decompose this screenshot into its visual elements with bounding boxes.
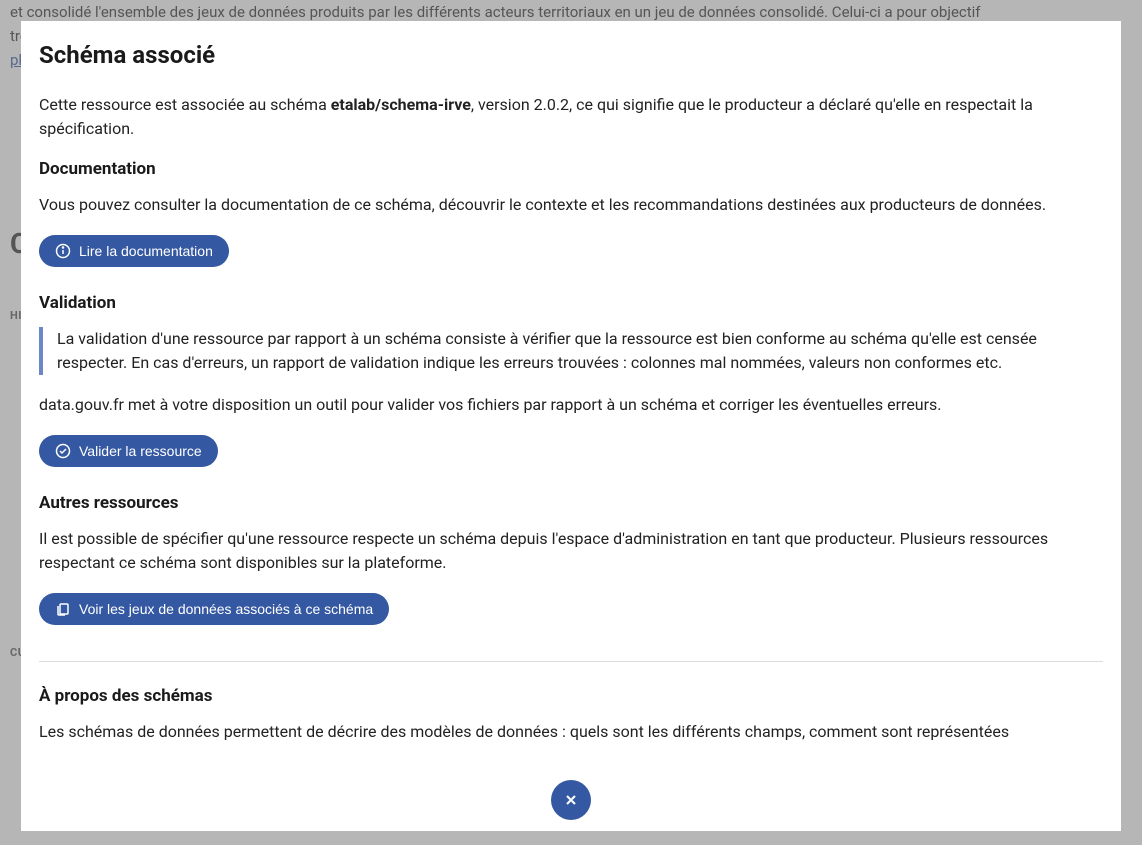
validation-quote: La validation d'une ressource par rappor… (39, 327, 1103, 375)
modal-content: Schéma associé Cette ressource est assoc… (21, 21, 1121, 831)
documentation-text: Vous pouvez consulter la documentation d… (39, 193, 1103, 217)
section-divider (39, 661, 1103, 662)
schema-modal: Schéma associé Cette ressource est assoc… (21, 21, 1121, 831)
other-resources-text: Il est possible de spécifier qu'une ress… (39, 527, 1103, 575)
info-icon (55, 243, 71, 259)
intro-paragraph: Cette ressource est associée au schéma e… (39, 93, 1103, 141)
intro-prefix: Cette ressource est associée au schéma (39, 95, 331, 114)
documentation-heading: Documentation (39, 159, 1103, 179)
view-datasets-button[interactable]: Voir les jeux de données associés à ce s… (39, 593, 389, 625)
validate-resource-button[interactable]: Valider la ressource (39, 435, 218, 467)
check-circle-icon (55, 443, 71, 459)
close-modal-button[interactable] (551, 780, 591, 820)
modal-title: Schéma associé (39, 41, 1103, 69)
validation-text: data.gouv.fr met à votre disposition un … (39, 393, 1103, 417)
read-documentation-label: Lire la documentation (79, 243, 213, 259)
validation-heading: Validation (39, 293, 1103, 313)
other-resources-heading: Autres ressources (39, 493, 1103, 513)
validate-resource-label: Valider la ressource (79, 443, 202, 459)
read-documentation-button[interactable]: Lire la documentation (39, 235, 229, 267)
schema-name: etalab/schema-irve (331, 95, 471, 114)
copy-icon (55, 601, 71, 617)
view-datasets-label: Voir les jeux de données associés à ce s… (79, 601, 373, 617)
about-schemas-heading: À propos des schémas (39, 686, 1103, 706)
about-schemas-text: Les schémas de données permettent de déc… (39, 720, 1103, 744)
close-icon (563, 792, 579, 808)
